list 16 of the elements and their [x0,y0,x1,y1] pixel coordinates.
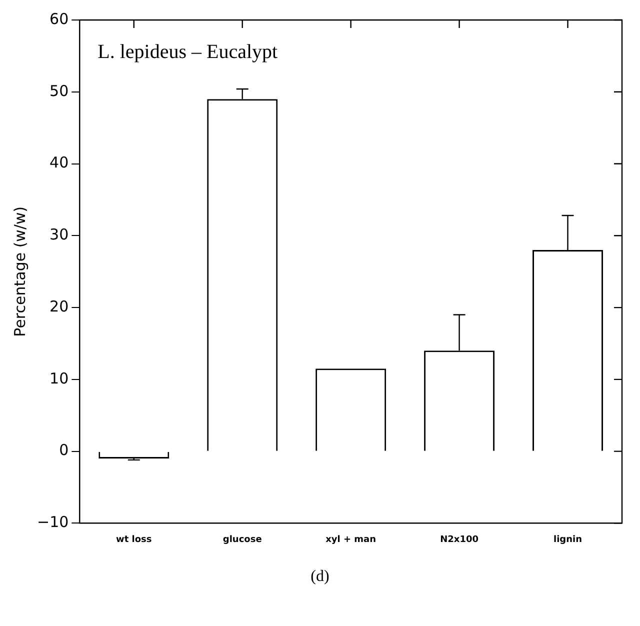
y-axis-title: Percentage (w/w) [10,206,29,337]
x-tick-label: N2x100 [440,534,478,545]
text: (d) [310,568,330,586]
x-tick-label: wt loss [116,534,152,545]
text: L. lepideus – Eucalypt [98,41,278,63]
y-tick-label: 0 [59,441,69,460]
y-tick-label: 50 [50,82,69,100]
y-tick-label: 20 [50,297,69,316]
y-tick-label: 10 [50,369,69,388]
y-tick-label: 60 [50,10,69,28]
x-tick-label: lignin [554,534,582,545]
x-tick-label: glucose [222,534,262,545]
x-tick-label: xyl + man [326,534,376,545]
y-tick-label: 30 [50,226,69,244]
y-tick-label: 40 [50,154,69,172]
y-tick-label: −10 [37,513,69,532]
